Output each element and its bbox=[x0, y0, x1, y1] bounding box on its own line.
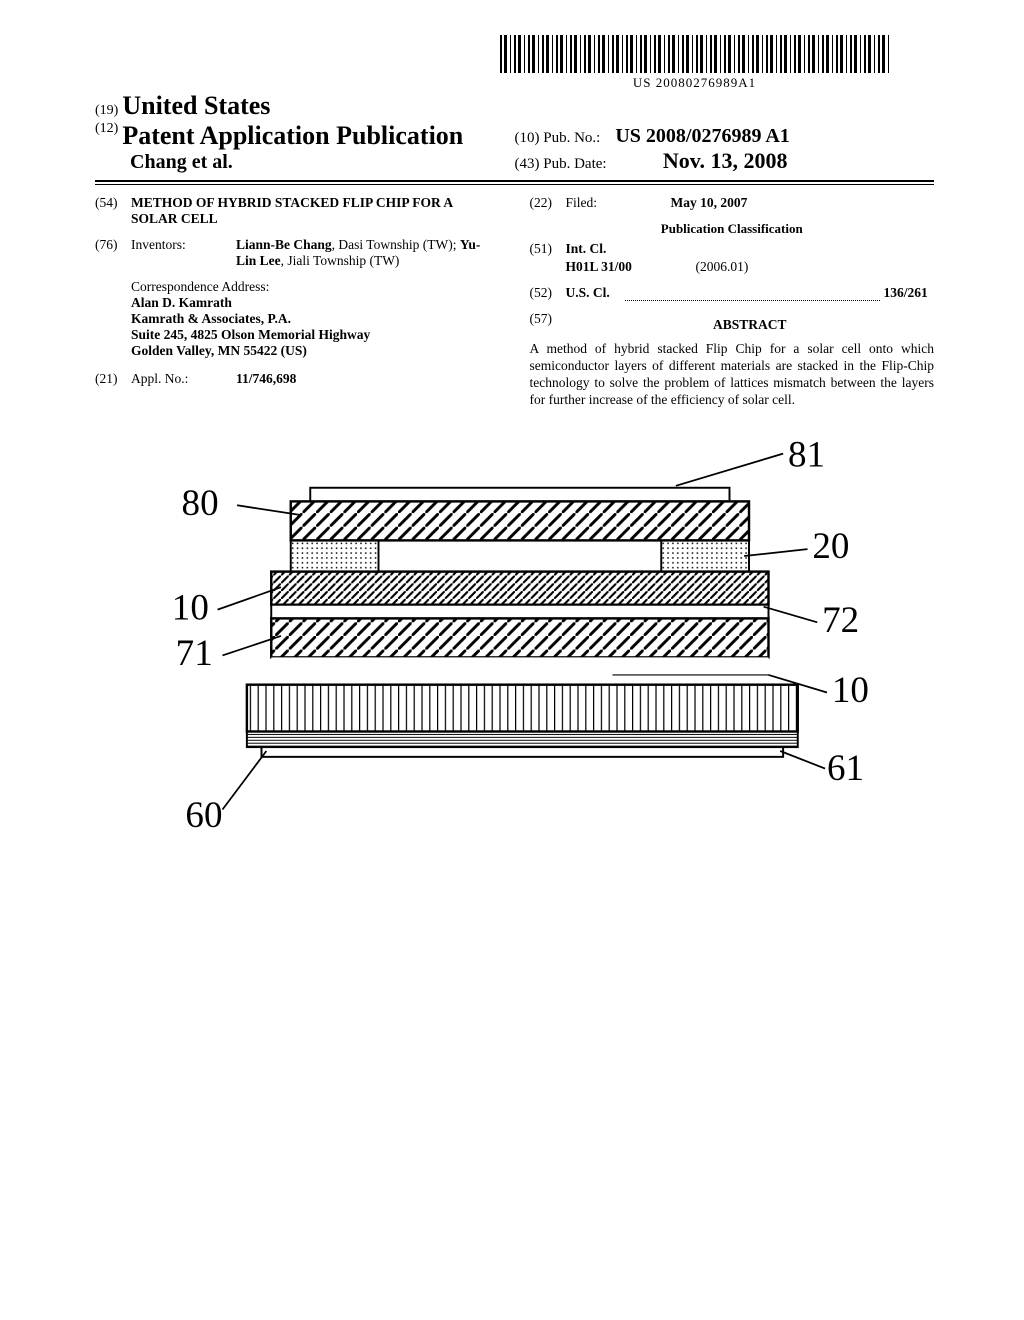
barcode-graphic bbox=[500, 35, 890, 73]
classification-heading: Publication Classification bbox=[530, 221, 935, 237]
code-12: (12) bbox=[95, 121, 118, 136]
fig-label-10a: 10 bbox=[171, 587, 208, 628]
corr-line4: Golden Valley, MN 55422 (US) bbox=[131, 343, 500, 359]
filed-date: May 10, 2007 bbox=[671, 195, 935, 211]
barcode-block: US 20080276989A1 bbox=[455, 35, 934, 91]
intcl-code: H01L 31/00 bbox=[566, 259, 696, 275]
patent-page: US 20080276989A1 (19) United States (12)… bbox=[0, 0, 1024, 874]
fig-label-61: 61 bbox=[826, 748, 863, 789]
uscl-value: 136/261 bbox=[884, 285, 928, 301]
filed-label: Filed: bbox=[566, 195, 671, 211]
invention-title: METHOD OF HYBRID STACKED FLIP CHIP FOR A… bbox=[131, 195, 500, 227]
intcl-date: (2006.01) bbox=[696, 259, 749, 275]
header: (19) United States (12) Patent Applicati… bbox=[95, 91, 934, 174]
fig-label-81: 81 bbox=[787, 434, 824, 475]
pubno: US 2008/0276989 A1 bbox=[615, 125, 789, 147]
abstract-label: ABSTRACT bbox=[566, 317, 935, 333]
code-76: (76) bbox=[95, 237, 131, 269]
country: United States bbox=[122, 91, 270, 120]
fig-label-10b: 10 bbox=[831, 670, 868, 711]
code-51: (51) bbox=[530, 241, 566, 257]
code-10: (10) bbox=[515, 130, 540, 146]
corr-line3: Suite 245, 4825 Olson Memorial Highway bbox=[131, 327, 500, 343]
uscl-label: U.S. Cl. bbox=[566, 285, 621, 301]
rule-thick bbox=[95, 180, 934, 182]
code-54: (54) bbox=[95, 195, 131, 227]
fig-label-60: 60 bbox=[185, 795, 222, 834]
code-19: (19) bbox=[95, 103, 118, 118]
correspondence-address: Correspondence Address: Alan D. Kamrath … bbox=[131, 279, 500, 359]
fig-label-71: 71 bbox=[175, 633, 212, 674]
code-22: (22) bbox=[530, 195, 566, 211]
corr-label: Correspondence Address: bbox=[131, 279, 500, 295]
right-column: (22) Filed: May 10, 2007 Publication Cla… bbox=[530, 195, 935, 409]
left-column: (54) METHOD OF HYBRID STACKED FLIP CHIP … bbox=[95, 195, 500, 409]
rule-thin bbox=[95, 184, 934, 185]
inventors-label: Inventors: bbox=[131, 237, 236, 269]
corr-line2: Kamrath & Associates, P.A. bbox=[131, 311, 500, 327]
pubdate-label: Pub. Date: bbox=[543, 156, 606, 172]
inventors-value: Liann-Be Chang, Dasi Township (TW); Yu-L… bbox=[236, 237, 500, 269]
biblio-columns: (54) METHOD OF HYBRID STACKED FLIP CHIP … bbox=[95, 195, 934, 409]
code-21: (21) bbox=[95, 371, 131, 387]
dot-leader bbox=[625, 285, 880, 301]
code-57: (57) bbox=[530, 311, 566, 339]
intcl-label: Int. Cl. bbox=[566, 241, 607, 257]
fig-label-80: 80 bbox=[181, 483, 218, 524]
code-43: (43) bbox=[515, 156, 540, 172]
abstract-text: A method of hybrid stacked Flip Chip for… bbox=[530, 341, 935, 409]
code-52: (52) bbox=[530, 285, 566, 301]
pubno-label: Pub. No.: bbox=[543, 130, 600, 146]
figure-wrap: 81 80 20 10 72 71 10 61 60 bbox=[95, 434, 934, 834]
publication-type: Patent Application Publication bbox=[122, 121, 463, 150]
applno: 11/746,698 bbox=[236, 371, 500, 387]
corr-line1: Alan D. Kamrath bbox=[131, 295, 500, 311]
barcode-text: US 20080276989A1 bbox=[455, 75, 934, 91]
applno-label: Appl. No.: bbox=[131, 371, 236, 387]
fig-label-20: 20 bbox=[812, 525, 849, 566]
authors: Chang et al. bbox=[130, 151, 515, 174]
fig-label-72: 72 bbox=[822, 600, 859, 641]
patent-figure: 81 80 20 10 72 71 10 61 60 bbox=[125, 434, 905, 834]
pubdate: Nov. 13, 2008 bbox=[663, 148, 788, 173]
